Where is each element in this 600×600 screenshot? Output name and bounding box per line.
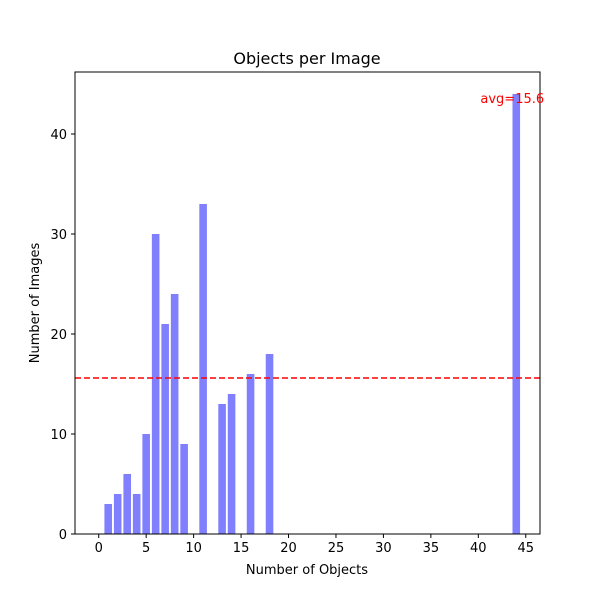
bar (227, 394, 236, 534)
bar (180, 444, 188, 534)
x-tick-label: 30 (375, 541, 392, 556)
bar (218, 404, 226, 534)
y-axis-ticks: 0 10 20 30 40 (50, 128, 75, 543)
x-axis-ticks: 0 5 10 15 20 25 30 35 40 45 (95, 534, 534, 556)
bar (142, 434, 150, 534)
bar (151, 234, 160, 534)
y-tick-label: 10 (50, 428, 67, 443)
bar (246, 374, 255, 534)
y-tick-label: 0 (59, 528, 67, 543)
bar (113, 494, 122, 534)
bar (512, 94, 521, 534)
bar (199, 204, 207, 534)
bars-group (104, 94, 521, 534)
y-axis-label: Number of Images (28, 243, 43, 364)
x-tick-label: 40 (470, 541, 487, 556)
bar (104, 504, 113, 534)
bar (123, 474, 131, 534)
x-tick-label: 45 (517, 541, 534, 556)
bar (265, 354, 274, 534)
x-tick-label: 35 (423, 541, 440, 556)
bar (161, 324, 169, 534)
x-tick-label: 15 (233, 541, 250, 556)
x-tick-label: 0 (95, 541, 103, 556)
x-axis-label: Number of Objects (246, 563, 368, 578)
chart-title: Objects per Image (233, 49, 380, 68)
x-tick-label: 5 (142, 541, 150, 556)
y-tick-label: 30 (50, 228, 67, 243)
plot-area-frame (74, 71, 541, 535)
x-tick-label: 25 (328, 541, 345, 556)
bar (170, 294, 179, 534)
average-annotation: avg=15.6 (480, 92, 544, 107)
bar (132, 494, 141, 534)
y-tick-label: 20 (50, 328, 67, 343)
y-tick-label: 40 (50, 128, 67, 143)
x-tick-label: 20 (280, 541, 297, 556)
x-tick-label: 10 (185, 541, 202, 556)
